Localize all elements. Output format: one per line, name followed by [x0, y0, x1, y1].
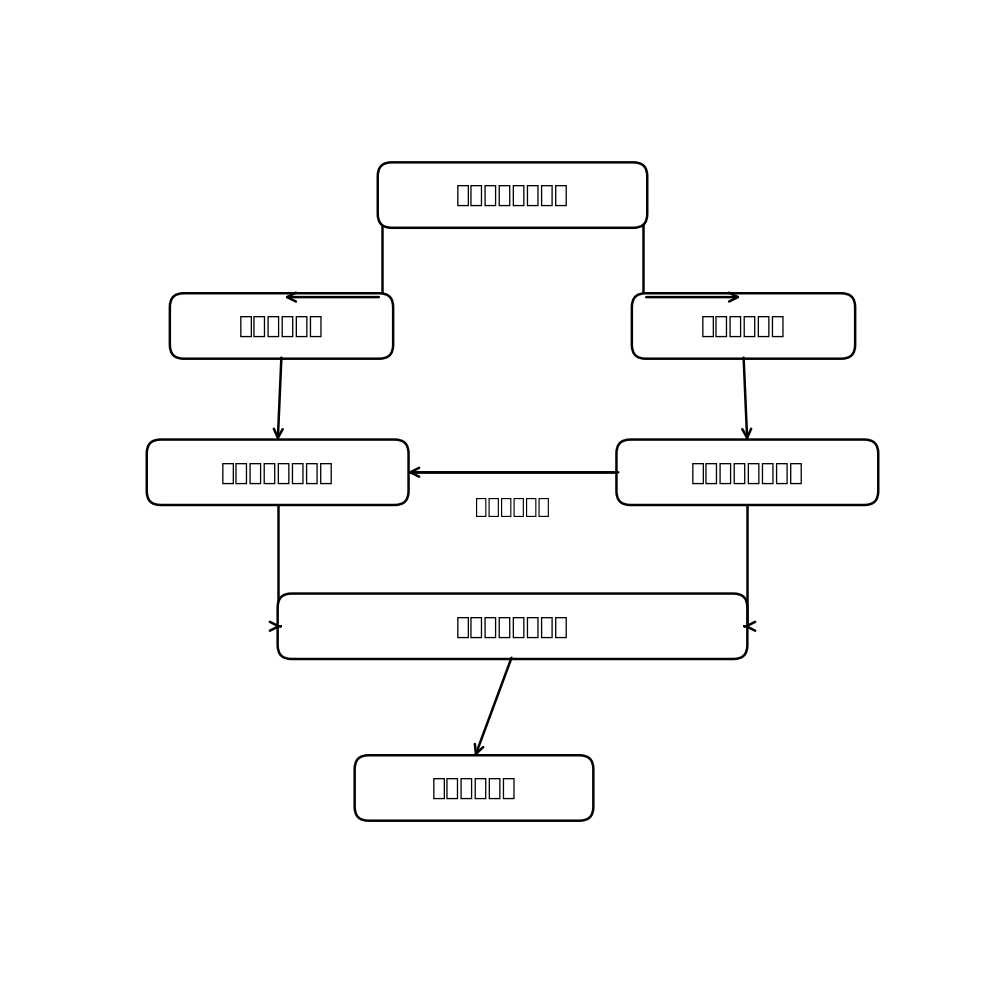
FancyBboxPatch shape — [355, 755, 593, 821]
Text: 阻抗预估函数: 阻抗预估函数 — [432, 776, 516, 800]
Text: 阻抗预估模型: 阻抗预估模型 — [239, 314, 324, 338]
FancyBboxPatch shape — [147, 440, 409, 505]
Text: 模型参数先验分布: 模型参数先验分布 — [221, 460, 334, 484]
Text: 先验分布更新: 先验分布更新 — [475, 497, 550, 517]
FancyBboxPatch shape — [378, 162, 647, 228]
FancyBboxPatch shape — [170, 293, 393, 359]
Text: 模型参数后验分布: 模型参数后验分布 — [456, 614, 569, 638]
Text: 阻抗测试结果: 阻抗测试结果 — [701, 314, 786, 338]
FancyBboxPatch shape — [616, 440, 878, 505]
Text: 燃料电池衰减测试: 燃料电池衰减测试 — [456, 183, 569, 207]
FancyBboxPatch shape — [632, 293, 855, 359]
FancyBboxPatch shape — [278, 594, 747, 659]
Text: 模型参数似然函数: 模型参数似然函数 — [691, 460, 804, 484]
